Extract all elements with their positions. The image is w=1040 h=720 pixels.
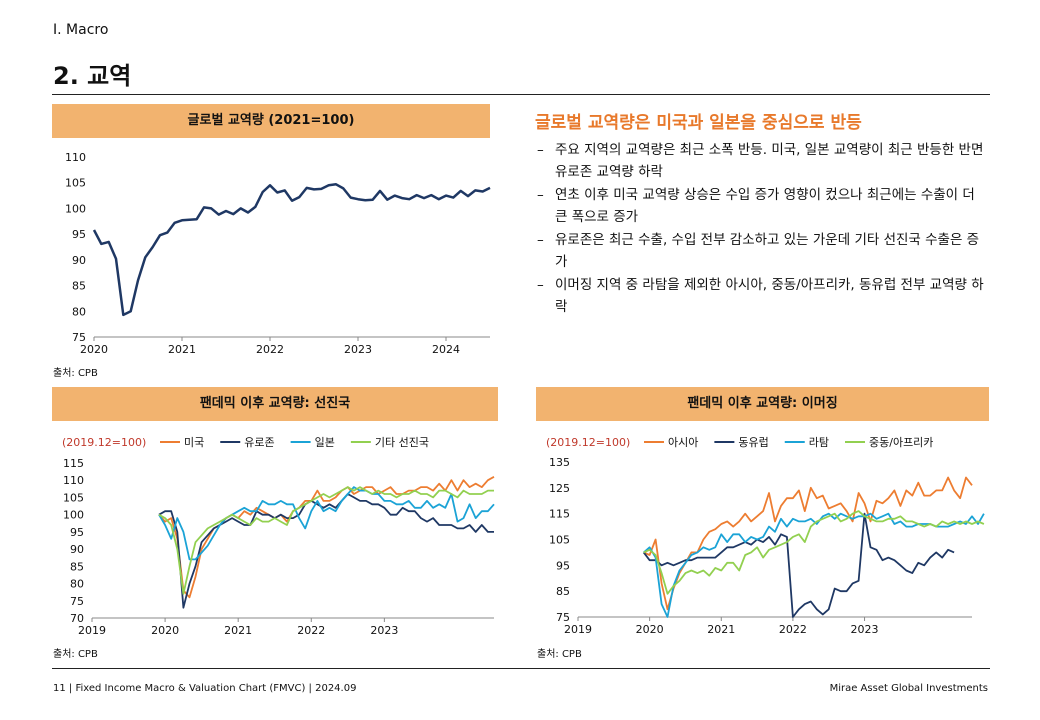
- global-chart-source: 출처: CPB: [53, 368, 98, 379]
- legend-label: 동유럽: [738, 435, 768, 449]
- legend-label: 기타 선진국: [375, 436, 429, 449]
- index-label: (2019.12=100): [62, 436, 146, 449]
- commentary-title: 글로벌 교역량은 미국과 일본을 중심으로 반등: [535, 113, 862, 133]
- x-tick-label: 2020: [636, 623, 664, 636]
- series-line: [158, 493, 494, 609]
- commentary-bullet: 유로존은 최근 수출, 수입 전부 감소하고 있는 가운데 기타 선진국 수출은…: [535, 229, 985, 273]
- y-tick-label: 95: [70, 526, 84, 539]
- dm-chart-header: 팬데믹 이후 교역량: 선진국: [52, 387, 498, 421]
- footer-right: Mirae Asset Global Investments: [829, 683, 988, 694]
- page-title: 2. 교역: [53, 62, 132, 90]
- global-chart-header: 글로벌 교역량 (2021=100): [52, 104, 490, 138]
- footer-left: 11 | Fixed Income Macro & Valuation Char…: [53, 683, 357, 694]
- y-tick-label: 105: [549, 534, 570, 547]
- legend-label: 미국: [184, 436, 204, 449]
- em-trade-chart: 75 85 95 105 115 125 135 2019 2020 2021 2022 2023 (2…: [546, 435, 985, 636]
- y-tick-label: 110: [63, 474, 84, 487]
- y-tick-label: 90: [72, 254, 86, 267]
- y-tick-label: 125: [549, 482, 570, 495]
- y-tick-label: 95: [72, 228, 86, 241]
- y-tick-label: 105: [63, 491, 84, 504]
- y-tick-label: 105: [65, 177, 86, 190]
- dm-trade-chart: 70 75 80 85 90 95 100 105 110 115 2019 2020 2021 2022…: [62, 435, 495, 637]
- x-tick-label: 2022: [779, 623, 807, 636]
- y-tick-label: 85: [70, 560, 84, 573]
- series-line: [643, 512, 985, 618]
- commentary: 글로벌 교역량은 미국과 일본을 중심으로 반등 주요 지역의 교역량은 최근 …: [535, 108, 985, 319]
- x-tick-label: 2023: [370, 624, 398, 637]
- series-line: [643, 476, 973, 611]
- x-tick-label: 2022: [297, 624, 325, 637]
- top-divider: [52, 94, 990, 95]
- y-tick-label: 80: [72, 305, 86, 318]
- em-chart-header: 팬데믹 이후 교역량: 이머징: [536, 387, 989, 421]
- x-tick-label: 2021: [707, 623, 735, 636]
- y-tick-label: 100: [63, 509, 84, 522]
- em-chart-source: 출처: CPB: [537, 649, 582, 660]
- y-tick-label: 70: [70, 612, 84, 625]
- series-line: [643, 510, 985, 595]
- x-tick-label: 2022: [256, 343, 284, 356]
- y-tick-label: 80: [70, 578, 84, 591]
- legend-label: 일본: [315, 435, 335, 449]
- series-line: [92, 183, 491, 317]
- x-tick-label: 2024: [432, 343, 460, 356]
- legend-label: 유로존: [244, 436, 274, 449]
- commentary-bullet: 주요 지역의 교역량은 최근 소폭 반등. 미국, 일본 교역량이 최근 반등한…: [535, 139, 985, 183]
- commentary-bullet: 연초 이후 미국 교역량 상승은 수입 증가 영향이 컸으나 최근에는 수출이 …: [535, 184, 985, 228]
- y-tick-label: 75: [72, 331, 86, 344]
- x-tick-label: 2019: [564, 623, 592, 636]
- bottom-divider: [52, 668, 990, 669]
- section-label: I. Macro: [53, 22, 109, 38]
- y-tick-label: 90: [70, 543, 84, 556]
- legend-label: 중동/아프리카: [869, 436, 933, 449]
- index-label: (2019.12=100): [546, 436, 630, 449]
- x-tick-label: 2020: [151, 624, 179, 637]
- commentary-bullet: 이머징 지역 중 라탐을 제외한 아시아, 중동/아프리카, 동유럽 전부 교역…: [535, 274, 985, 318]
- y-tick-label: 135: [549, 456, 570, 469]
- x-tick-label: 2023: [344, 343, 372, 356]
- dm-chart-source: 출처: CPB: [53, 649, 98, 660]
- x-tick-label: 2021: [168, 343, 196, 356]
- x-tick-label: 2019: [78, 624, 106, 637]
- x-tick-label: 2021: [224, 624, 252, 637]
- y-tick-label: 100: [65, 202, 86, 215]
- y-tick-label: 75: [70, 595, 84, 608]
- y-tick-label: 95: [556, 559, 570, 572]
- y-tick-label: 85: [556, 585, 570, 598]
- global-trade-chart: 75 80 85 90 95 100 105 110 2020 2021 2022 2023 2024: [65, 151, 491, 356]
- y-tick-label: 115: [63, 457, 84, 470]
- legend-label: 아시아: [668, 436, 698, 449]
- x-tick-label: 2020: [80, 343, 108, 356]
- series-line: [642, 512, 955, 618]
- x-tick-label: 2023: [851, 623, 879, 636]
- y-tick-label: 110: [65, 151, 86, 164]
- series-line: [158, 486, 494, 595]
- legend-label: 라탐: [809, 436, 829, 449]
- y-tick-label: 115: [549, 508, 570, 521]
- y-tick-label: 75: [556, 611, 570, 624]
- series-line: [158, 486, 495, 561]
- y-tick-label: 85: [72, 280, 86, 293]
